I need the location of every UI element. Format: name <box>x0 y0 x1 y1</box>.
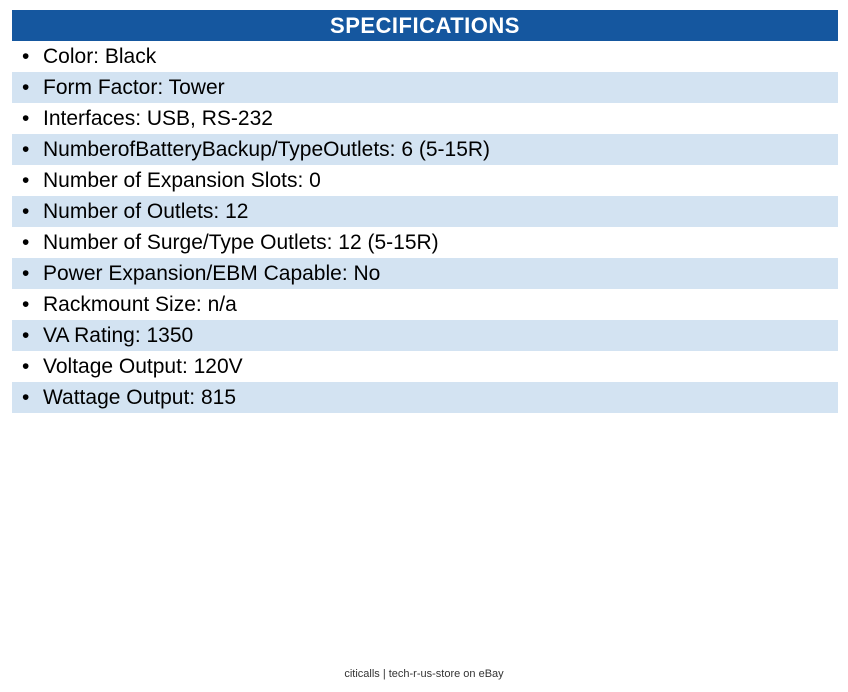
spec-text: Color: Black <box>43 44 157 68</box>
spec-row: • Power Expansion/EBM Capable: No <box>12 258 838 289</box>
spec-row: • Rackmount Size: n/a <box>12 289 838 320</box>
spec-text: Form Factor: Tower <box>43 75 225 99</box>
spec-text: Number of Surge/Type Outlets: 12 (5-15R) <box>43 230 439 254</box>
spec-list: • Color: Black • Form Factor: Tower • Interfa… <box>12 41 838 413</box>
spec-text: Number of Outlets: 12 <box>43 199 249 223</box>
specifications-panel: SPECIFICATIONS • Color: Black • Form Factor… <box>12 10 838 413</box>
spec-row: • Interfaces: USB, RS-232 <box>12 103 838 134</box>
spec-text: Power Expansion/EBM Capable: No <box>43 261 381 285</box>
spec-row: • Wattage Output: 815 <box>12 382 838 413</box>
spec-row: • Number of Surge/Type Outlets: 12 (5-15R… <box>12 227 838 258</box>
bullet-icon: • <box>22 354 30 378</box>
bullet-icon: • <box>22 44 30 68</box>
spec-text: Rackmount Size: n/a <box>43 292 237 316</box>
spec-text: NumberofBatteryBackup/TypeOutlets: 6 (5-… <box>43 137 491 161</box>
spec-text: Wattage Output: 815 <box>43 385 237 409</box>
bullet-icon: • <box>22 106 30 130</box>
spec-row: • Form Factor: Tower <box>12 72 838 103</box>
bullet-icon: • <box>22 168 30 192</box>
bullet-icon: • <box>22 75 30 99</box>
spec-text: Voltage Output: 120V <box>43 354 243 378</box>
bullet-icon: • <box>22 230 30 254</box>
footer-credit: citicalls | tech-r-us-store on eBay <box>344 668 504 680</box>
spec-row: • NumberofBatteryBackup/TypeOutlets: 6 (5… <box>12 134 838 165</box>
bullet-icon: • <box>22 323 30 347</box>
bullet-icon: • <box>22 292 30 316</box>
specifications-header: SPECIFICATIONS <box>12 10 838 41</box>
spec-row: • VA Rating: 1350 <box>12 320 838 351</box>
spec-row: • Number of Outlets: 12 <box>12 196 838 227</box>
bullet-icon: • <box>22 385 30 409</box>
spec-row: • Number of Expansion Slots: 0 <box>12 165 838 196</box>
spec-text: VA Rating: 1350 <box>43 323 194 347</box>
spec-row: • Voltage Output: 120V <box>12 351 838 382</box>
spec-row: • Color: Black <box>12 41 838 72</box>
spec-text: Number of Expansion Slots: 0 <box>43 168 321 192</box>
spec-text: Interfaces: USB, RS-232 <box>43 106 273 130</box>
bullet-icon: • <box>22 199 30 223</box>
bullet-icon: • <box>22 261 30 285</box>
bullet-icon: • <box>22 137 30 161</box>
